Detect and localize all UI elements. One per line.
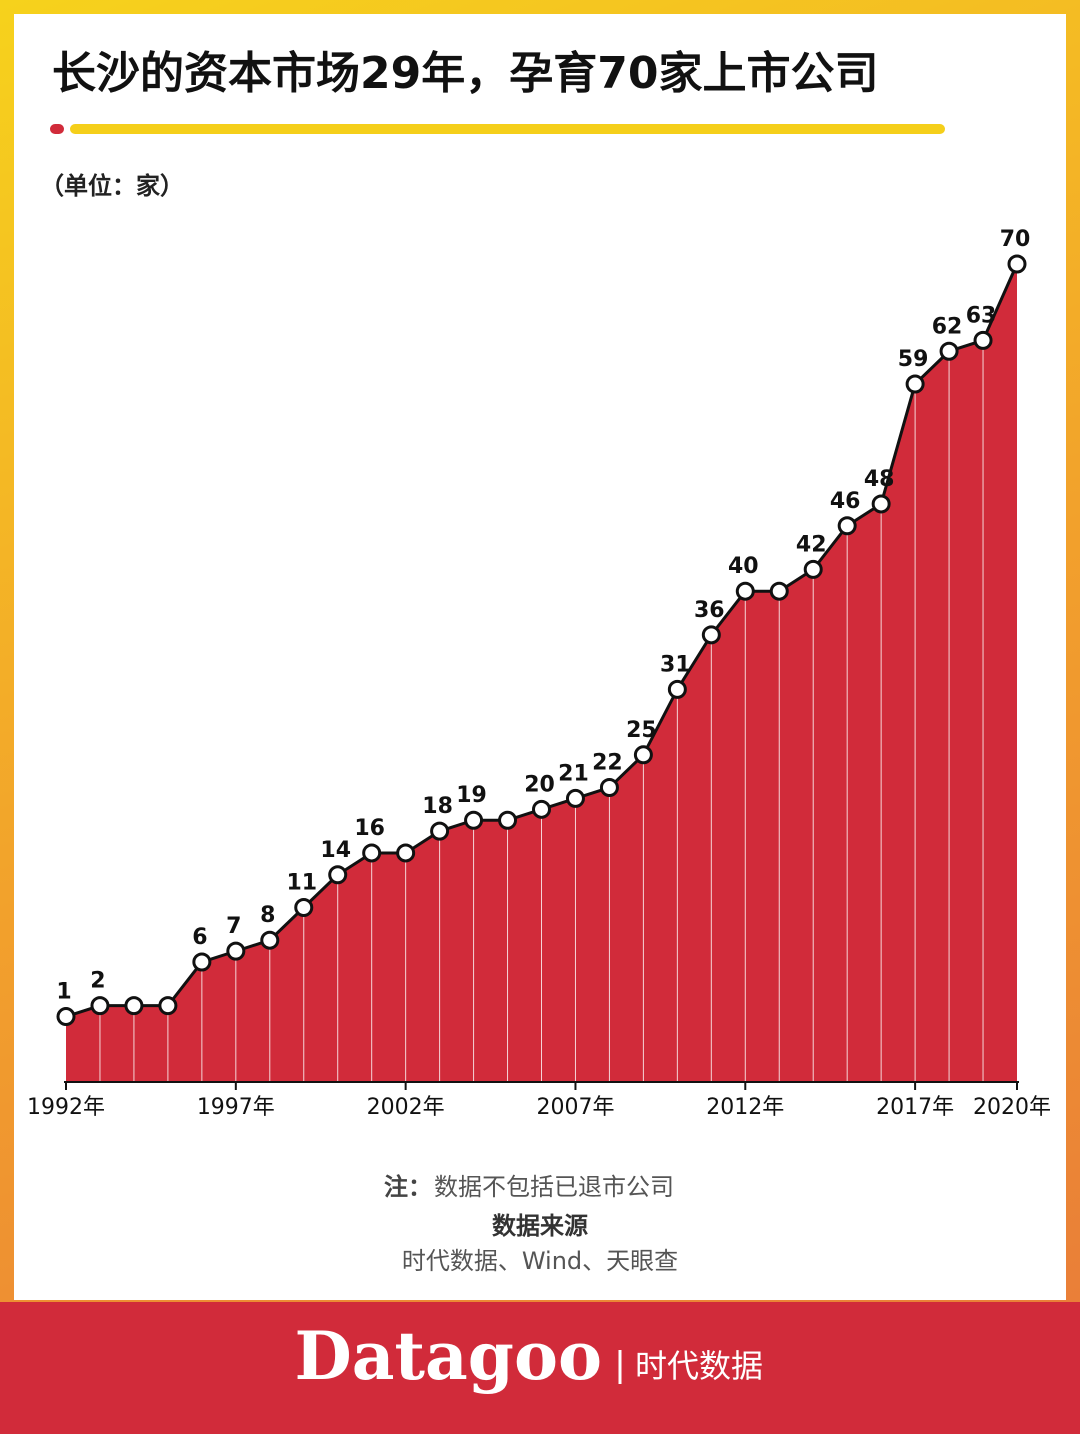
point bbox=[328, 865, 348, 885]
x-tick-label: 1992年 bbox=[27, 1095, 105, 1120]
value-label: 42 bbox=[796, 532, 827, 557]
point bbox=[532, 799, 551, 819]
point bbox=[192, 952, 212, 972]
value-label: 22 bbox=[592, 751, 623, 776]
point bbox=[396, 843, 416, 863]
value-label: 59 bbox=[898, 347, 929, 372]
point bbox=[599, 778, 619, 798]
title-dot bbox=[50, 124, 64, 134]
point bbox=[260, 930, 280, 950]
value-label: 2 bbox=[90, 969, 105, 994]
x-tick-label: 2007年 bbox=[536, 1095, 614, 1120]
point bbox=[226, 941, 246, 961]
value-label: 18 bbox=[422, 794, 453, 819]
value-label: 63 bbox=[966, 303, 997, 328]
point bbox=[90, 996, 110, 1016]
value-label: 48 bbox=[864, 467, 895, 492]
x-tick-label: 1997年 bbox=[197, 1095, 275, 1120]
point bbox=[973, 330, 993, 350]
value-label: 40 bbox=[728, 554, 759, 579]
point bbox=[803, 559, 823, 579]
footer-banner bbox=[0, 1302, 1080, 1434]
point bbox=[871, 494, 891, 514]
x-tick-label: 2002年 bbox=[367, 1095, 445, 1120]
point bbox=[430, 821, 450, 841]
point bbox=[837, 516, 857, 536]
x-tick-label: 2020年 bbox=[973, 1095, 1051, 1120]
point bbox=[565, 788, 585, 808]
x-tick-label: 2017年 bbox=[876, 1095, 954, 1120]
brand: Datagoo bbox=[295, 1317, 602, 1395]
title-underline bbox=[70, 124, 945, 134]
chart-title: 长沙的资本市场29年，孕育70家上市公司 bbox=[52, 48, 878, 99]
value-label: 6 bbox=[192, 925, 207, 950]
value-label: 14 bbox=[320, 838, 351, 863]
value-label: 8 bbox=[260, 903, 275, 928]
value-label: 7 bbox=[226, 914, 241, 939]
x-tick-label: 2012年 bbox=[706, 1095, 784, 1120]
value-label: 20 bbox=[524, 772, 555, 797]
point bbox=[939, 341, 959, 361]
point bbox=[667, 679, 687, 699]
point bbox=[905, 374, 925, 394]
point bbox=[701, 625, 721, 645]
point bbox=[294, 897, 314, 917]
value-label: 19 bbox=[456, 783, 487, 808]
note: 数据不包括已退市公司 bbox=[434, 1173, 674, 1201]
point bbox=[464, 810, 484, 830]
value-label: 11 bbox=[286, 870, 317, 895]
brand-cn: 时代数据 bbox=[635, 1347, 763, 1385]
point bbox=[1007, 254, 1027, 274]
point bbox=[633, 745, 653, 765]
note-label: 注： bbox=[384, 1173, 432, 1201]
value-label: 21 bbox=[558, 761, 589, 786]
source-title: 数据来源 bbox=[492, 1212, 588, 1240]
point bbox=[124, 996, 144, 1016]
value-label: 16 bbox=[354, 816, 385, 841]
source: 时代数据、Wind、天眼查 bbox=[402, 1247, 678, 1275]
value-label: 62 bbox=[932, 314, 963, 339]
point bbox=[362, 843, 382, 863]
value-label: 25 bbox=[626, 718, 657, 743]
value-label: 31 bbox=[660, 652, 691, 677]
value-label: 1 bbox=[56, 980, 71, 1005]
point bbox=[498, 810, 518, 830]
point bbox=[158, 996, 178, 1016]
point bbox=[56, 1007, 76, 1027]
unit-label: （单位：家） bbox=[40, 172, 184, 200]
value-label: 36 bbox=[694, 598, 725, 623]
value-label: 70 bbox=[1000, 227, 1031, 252]
point bbox=[769, 581, 789, 601]
point bbox=[735, 581, 755, 601]
value-label: 46 bbox=[830, 489, 861, 514]
